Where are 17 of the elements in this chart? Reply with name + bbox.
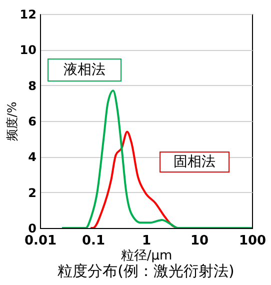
x-axis-title: 粒径/μm <box>120 248 172 264</box>
text: 粒度分布(例：激光衍射法) <box>58 262 234 280</box>
x-tick-label: 1 <box>142 234 152 248</box>
x-tick-label: 0.01 <box>24 234 57 248</box>
y-tick-label: 0 <box>28 222 36 236</box>
y-tick-label: 10 <box>20 43 36 58</box>
annotation: 液相法 <box>64 62 106 78</box>
x-tick-label: 0.1 <box>82 234 106 248</box>
y-tick-label: 8 <box>28 78 36 93</box>
y-axis-title: 频度/% <box>4 102 19 142</box>
y-tick-label: 12 <box>20 8 36 22</box>
annotation: 固相法 <box>174 154 216 170</box>
x-tick-label: 10 <box>190 234 209 248</box>
y-tick-label: 4 <box>28 150 36 164</box>
x-tick-label: 100 <box>238 234 266 248</box>
y-tick-label: 2 <box>28 186 36 200</box>
y-tick-label: 6 <box>28 114 36 128</box>
